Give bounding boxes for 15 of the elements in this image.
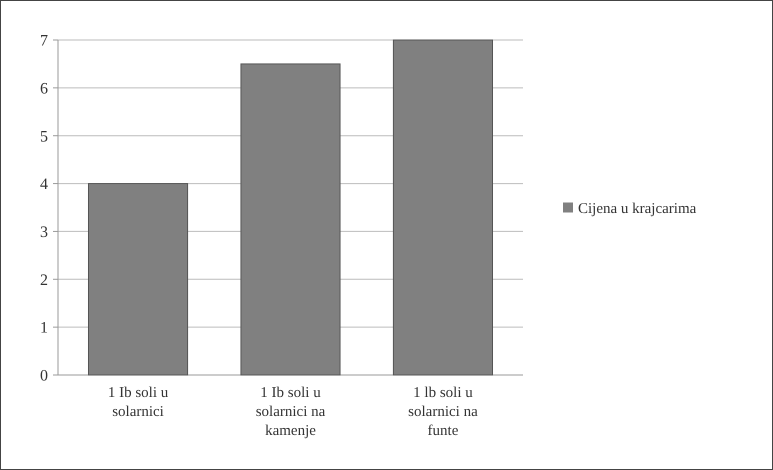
x-tick-label: 1 Ib soli u solarnici [108, 385, 169, 420]
x-tick-label: 1 lb soli u solarnici na funte [408, 385, 478, 439]
bar [392, 40, 494, 376]
x-tick-label: 1 Ib soli u solarnici na kamenje [256, 385, 326, 439]
y-tick-label: 5 [40, 128, 48, 146]
y-tick-label: 7 [40, 32, 48, 50]
y-tick-label: 1 [40, 320, 48, 337]
text: Cijena u krajcarima [578, 200, 697, 217]
y-tick-label: 2 [40, 272, 48, 289]
y-tick-label: 3 [40, 224, 48, 242]
y-tick-label: 6 [40, 80, 48, 98]
y-tick-label: 4 [40, 176, 48, 194]
bar [240, 63, 341, 376]
y-tick-label: 0 [40, 368, 48, 385]
bar [88, 183, 188, 376]
